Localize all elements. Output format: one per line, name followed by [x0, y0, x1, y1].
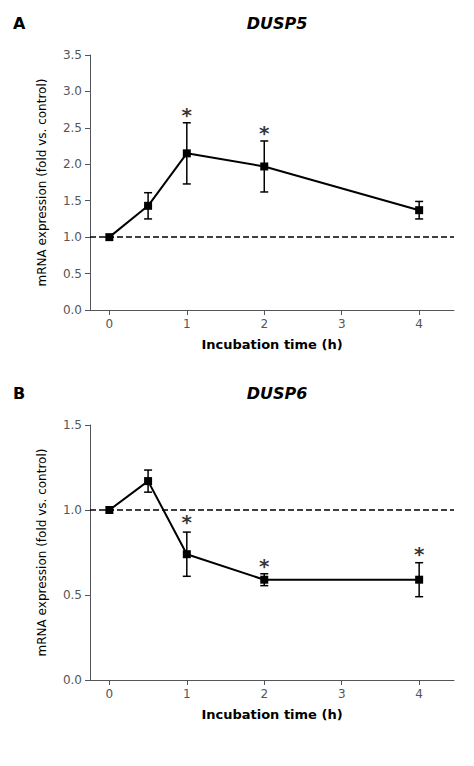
- svg-text:B: B: [13, 384, 25, 403]
- svg-text:mRNA expression (fold vs. cont: mRNA expression (fold vs. control): [35, 449, 49, 657]
- svg-text:Incubation time (h): Incubation time (h): [201, 707, 342, 722]
- svg-text:0.5: 0.5: [63, 267, 82, 281]
- svg-text:*: *: [259, 121, 270, 145]
- svg-text:4: 4: [415, 687, 423, 701]
- svg-text:1: 1: [183, 317, 191, 331]
- svg-text:3: 3: [338, 317, 346, 331]
- svg-text:*: *: [414, 542, 425, 566]
- svg-text:1.5: 1.5: [63, 194, 82, 208]
- svg-text:1: 1: [183, 687, 191, 701]
- svg-text:DUSP5: DUSP5: [247, 14, 308, 33]
- svg-text:0: 0: [106, 687, 114, 701]
- svg-text:mRNA expression (fold vs. cont: mRNA expression (fold vs. control): [35, 79, 49, 287]
- svg-text:0.5: 0.5: [63, 588, 82, 602]
- svg-text:1.0: 1.0: [63, 230, 82, 244]
- svg-text:0: 0: [106, 317, 114, 331]
- svg-text:2.5: 2.5: [63, 121, 82, 135]
- svg-text:*: *: [259, 554, 270, 578]
- svg-text:*: *: [182, 103, 193, 127]
- svg-text:3: 3: [338, 687, 346, 701]
- svg-text:1.0: 1.0: [63, 503, 82, 517]
- svg-text:*: *: [182, 510, 193, 534]
- svg-text:A: A: [13, 14, 26, 33]
- svg-text:3.5: 3.5: [63, 48, 82, 62]
- svg-text:4: 4: [415, 317, 423, 331]
- svg-text:2.0: 2.0: [63, 157, 82, 171]
- svg-text:DUSP6: DUSP6: [247, 384, 308, 403]
- svg-text:Incubation time (h): Incubation time (h): [201, 337, 342, 352]
- svg-text:2: 2: [260, 687, 268, 701]
- svg-text:3.0: 3.0: [63, 84, 82, 98]
- svg-text:2: 2: [260, 317, 268, 331]
- svg-text:0.0: 0.0: [63, 303, 82, 317]
- svg-text:0.0: 0.0: [63, 673, 82, 687]
- svg-text:1.5: 1.5: [63, 418, 82, 432]
